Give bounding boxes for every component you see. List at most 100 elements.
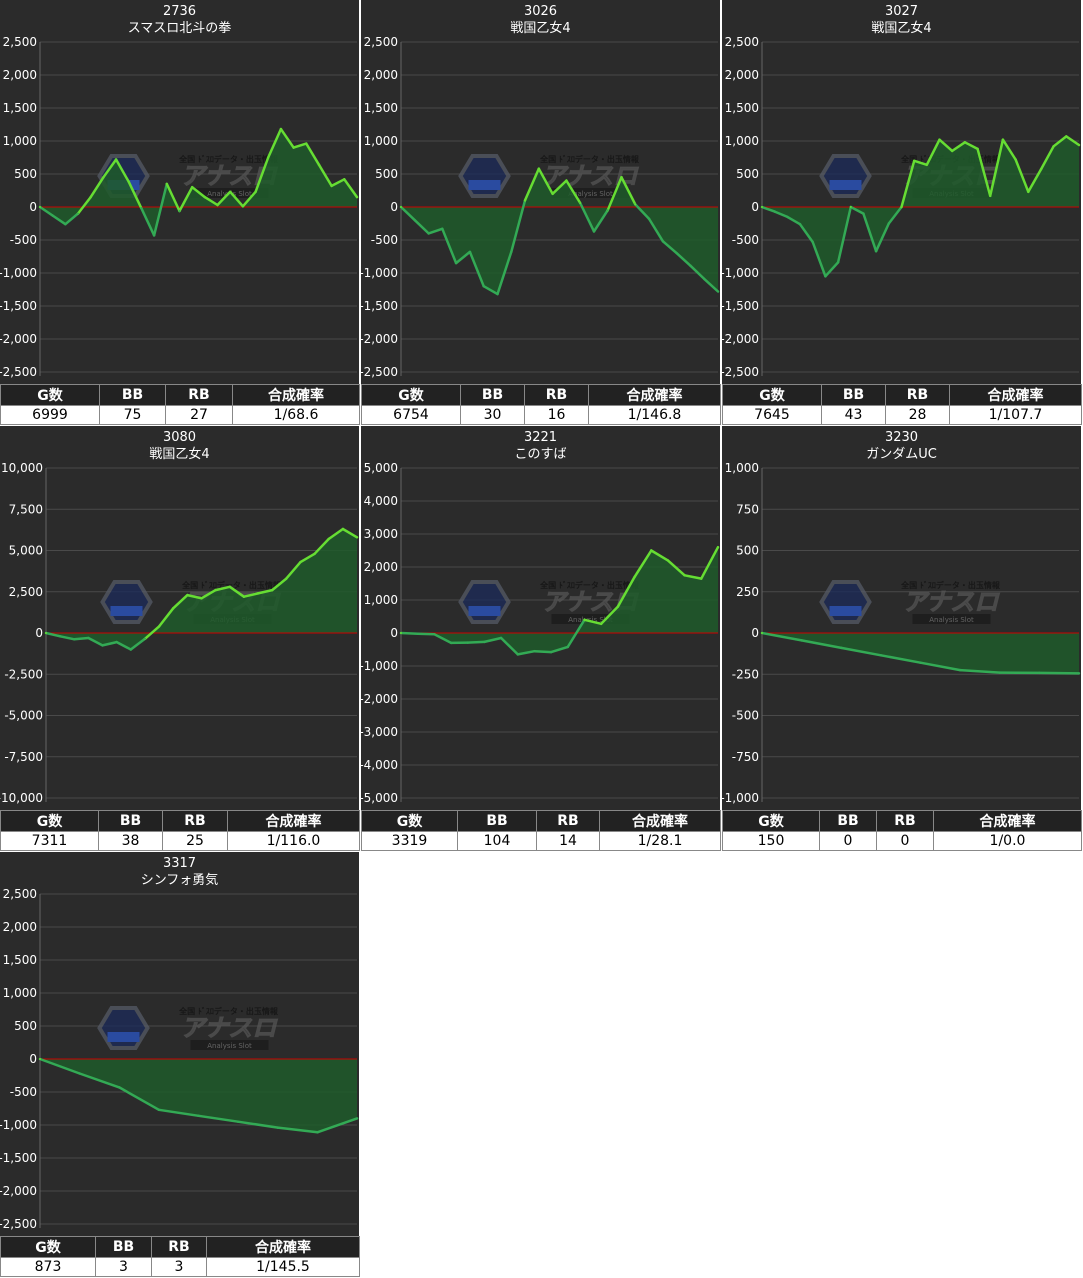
- stats-value-row: 7311 38 25 1/116.0: [0, 831, 360, 851]
- data-point: [427, 232, 430, 235]
- series-line-segment: [824, 261, 840, 278]
- series-line-segment: [38, 1057, 81, 1075]
- y-tick-label: 2,500: [3, 35, 37, 49]
- y-tick-label: 0: [390, 200, 398, 214]
- stats-header-row: G数 BB RB 合成確率: [0, 1236, 360, 1258]
- data-point: [800, 639, 803, 642]
- data-point: [433, 633, 436, 636]
- series-line-segment: [919, 661, 962, 672]
- logo-stripe: [110, 606, 143, 616]
- y-tick-label: -1,000: [722, 791, 759, 805]
- data-point: [214, 589, 217, 592]
- series-line-segment: [203, 195, 219, 207]
- data-point: [200, 597, 203, 600]
- machine-number: 3080: [162, 430, 197, 445]
- y-tick-label: -750: [732, 750, 759, 764]
- y-tick-label: 2,500: [364, 35, 398, 49]
- series-line-segment: [197, 1114, 240, 1123]
- data-point: [550, 651, 553, 654]
- series-line-segment: [592, 209, 609, 233]
- header-rate: 合成確率: [206, 1236, 360, 1258]
- series-line-segment: [330, 178, 346, 188]
- header-bb: BB: [819, 810, 877, 832]
- series-line-segment: [633, 549, 653, 579]
- series-line-segment: [343, 178, 359, 199]
- series-line-segment: [317, 163, 333, 188]
- series-line-segment: [468, 250, 485, 288]
- series-line-segment: [129, 637, 147, 651]
- data-point: [237, 1120, 240, 1123]
- y-tick-label: 7,500: [9, 502, 43, 516]
- series-line-segment: [115, 640, 133, 651]
- y-tick-label: 500: [14, 167, 37, 181]
- series-line-segment: [565, 179, 582, 205]
- series-line-segment: [988, 138, 1005, 198]
- series-line-segment: [254, 156, 270, 194]
- y-tick-label: 500: [736, 544, 759, 558]
- header-rb: RB: [536, 810, 600, 832]
- series-line-segment: [87, 636, 104, 647]
- series-line-segment: [773, 210, 789, 219]
- data-point: [583, 618, 586, 621]
- series-line-segment: [285, 560, 302, 580]
- stats-value-row: 3319 104 14 1/28.1: [361, 831, 721, 851]
- header-games: G数: [0, 1236, 96, 1258]
- series-line-segment: [200, 588, 217, 600]
- header-rate: 合成確率: [232, 384, 360, 406]
- series-line-segment: [165, 182, 181, 213]
- y-tick-label: 1,000: [725, 461, 759, 475]
- data-point: [579, 202, 582, 204]
- series-line-segment: [786, 215, 802, 226]
- data-point: [1052, 145, 1055, 148]
- data-point: [157, 1108, 160, 1111]
- series-line-segment: [1014, 158, 1030, 194]
- series-line-segment: [441, 227, 458, 265]
- series-line-segment: [73, 636, 90, 641]
- logo-stripe: [829, 180, 862, 190]
- y-tick-label: 3,000: [364, 527, 398, 541]
- machine-name: 戦国乙女4: [871, 21, 932, 36]
- series-line-segment: [887, 205, 903, 225]
- data-point: [900, 206, 903, 208]
- data-point: [516, 653, 519, 656]
- series-line-segment: [327, 527, 345, 541]
- stats-table: G数 BB RB 合成確率 3319 104 14 1/28.1: [361, 810, 721, 851]
- y-tick-label: -2,500: [0, 1217, 37, 1231]
- stats-value-row: 7645 43 28 1/107.7: [722, 405, 1082, 425]
- data-point: [165, 182, 168, 185]
- series-line-segment: [1001, 138, 1017, 161]
- series-line-segment: [279, 127, 295, 149]
- y-tick-label: 1,000: [364, 593, 398, 607]
- y-tick-label: 1,500: [725, 101, 759, 115]
- area-fill: [401, 168, 718, 295]
- y-tick-label: -7,500: [4, 750, 43, 764]
- series-line-segment: [483, 636, 503, 644]
- y-tick-label: -1,000: [722, 266, 759, 280]
- series-line-segment: [925, 138, 941, 167]
- rb-value: 16: [524, 405, 589, 425]
- data-point: [466, 641, 469, 644]
- data-point: [267, 156, 270, 159]
- stats-value-row: 150 0 0 1/0.0: [722, 831, 1082, 851]
- y-tick-label: 2,000: [725, 68, 759, 82]
- y-tick-label: 1,000: [3, 134, 37, 148]
- games-value: 6999: [0, 405, 100, 425]
- bb-value: 38: [98, 831, 163, 851]
- series-line-segment: [214, 585, 232, 592]
- chart-panel: 2,500 2,000 1,500 1,000 500 0 -500 -1,000 -1,500…: [722, 0, 1082, 425]
- data-point: [510, 250, 513, 253]
- y-tick-label: -2,000: [361, 692, 398, 706]
- series-line-segment: [689, 264, 706, 281]
- series-line-segment: [798, 222, 814, 244]
- machine-name: シンフォ勇気: [140, 873, 219, 888]
- y-tick-label: -2,500: [361, 365, 398, 379]
- header-rb: RB: [885, 384, 950, 406]
- series-line-segment: [482, 284, 499, 296]
- chart-area: 2,500 2,000 1,500 1,000 500 0 -500 -1,000 -1,500…: [0, 0, 359, 384]
- data-point: [500, 637, 503, 639]
- data-point: [606, 209, 609, 212]
- stats-table: G数 BB RB 合成確率 150 0 0 1/0.0: [722, 810, 1082, 851]
- series-line-segment: [316, 1117, 359, 1134]
- series-line-segment: [433, 633, 453, 645]
- data-point: [203, 196, 206, 199]
